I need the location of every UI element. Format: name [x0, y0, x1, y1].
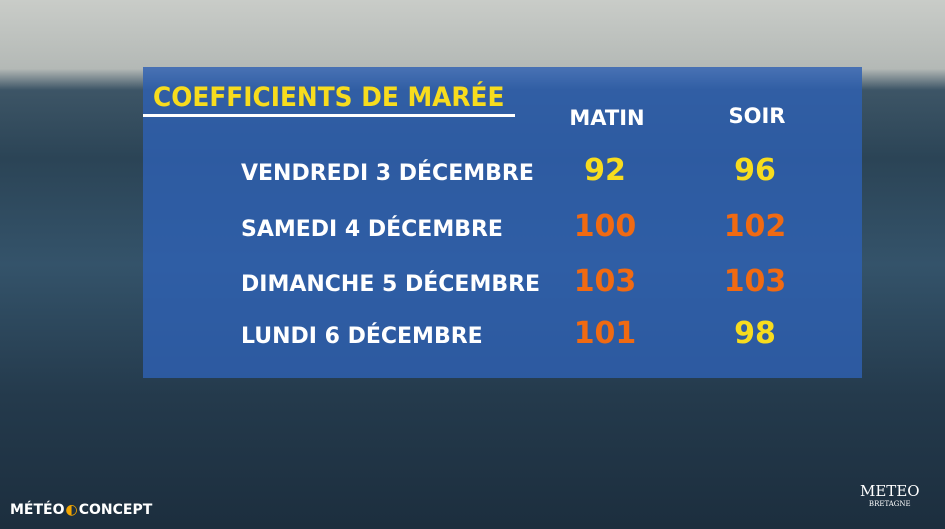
row-label: LUNDI 6 DÉCEMBRE — [241, 324, 483, 349]
coefficient: 96 — [734, 153, 776, 188]
logo-text: CONCEPT — [78, 502, 153, 518]
column-header: MATIN — [569, 106, 645, 130]
coefficient: 92 — [584, 153, 626, 188]
title: COEFFICIENTS DE MARÉE — [153, 82, 505, 113]
logo-text: BRETAGNE — [868, 500, 911, 508]
coefficient: 101 — [573, 316, 637, 351]
logo-icon: ◐ — [65, 502, 78, 518]
panel — [143, 67, 862, 378]
logo-text: MÉTÉO — [10, 502, 65, 518]
coefficient: 102 — [723, 209, 787, 244]
coefficient: 100 — [573, 209, 637, 244]
title-underline — [143, 114, 515, 117]
coefficient: 98 — [734, 316, 776, 351]
row-label: VENDREDI 3 DÉCEMBRE — [241, 161, 534, 186]
coefficient: 103 — [723, 264, 787, 299]
coefficient: 103 — [573, 264, 637, 299]
logo-text: METEO — [860, 482, 920, 500]
row-label: DIMANCHE 5 DÉCEMBRE — [241, 272, 541, 297]
logo-left: MÉTÉO◐CONCEPT — [10, 502, 152, 518]
row-label: SAMEDI 4 DÉCEMBRE — [241, 217, 503, 242]
column-header: SOIR — [728, 104, 786, 128]
logo-right: METEO BRETAGNE — [860, 482, 920, 508]
